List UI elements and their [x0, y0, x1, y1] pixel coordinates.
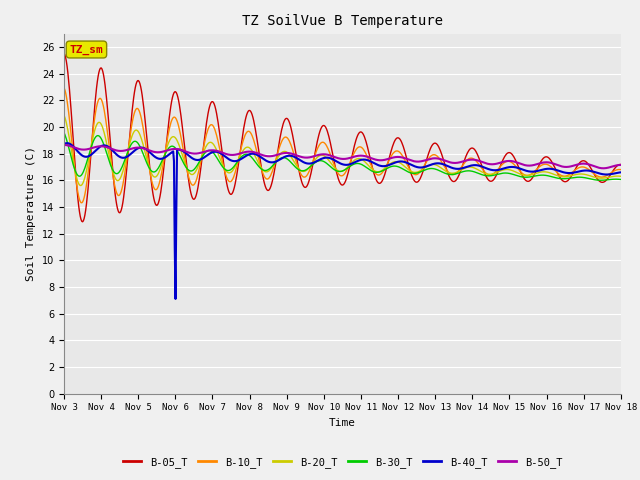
X-axis label: Time: Time — [329, 418, 356, 428]
Title: TZ SoilVue B Temperature: TZ SoilVue B Temperature — [242, 14, 443, 28]
Y-axis label: Soil Temperature (C): Soil Temperature (C) — [26, 146, 36, 281]
Legend: B-05_T, B-10_T, B-20_T, B-30_T, B-40_T, B-50_T: B-05_T, B-10_T, B-20_T, B-30_T, B-40_T, … — [118, 453, 566, 472]
Text: TZ_sm: TZ_sm — [70, 44, 103, 55]
